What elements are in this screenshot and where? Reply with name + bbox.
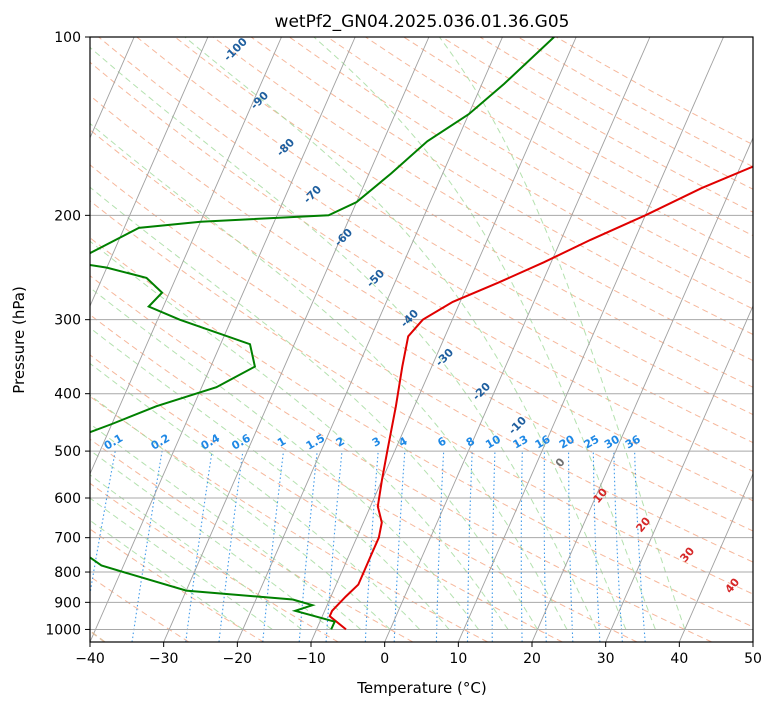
y-tick-label: 700 [54,531,81,547]
chart-title: wetPf2_GN04.2025.036.01.36.G05 [275,12,570,32]
x-tick-label: −30 [149,651,179,667]
x-tick-label: −10 [296,651,326,667]
x-tick-label: 20 [523,651,541,667]
y-tick-label: 100 [54,30,81,46]
y-tick-label: 1000 [45,622,81,638]
y-tick-label: 400 [54,387,81,403]
x-tick-label: −20 [223,651,253,667]
y-tick-label: 500 [54,444,81,460]
x-tick-label: −40 [75,651,105,667]
y-tick-label: 800 [54,565,81,581]
y-axis-label: Pressure (hPa) [10,286,28,394]
x-tick-label: 40 [670,651,688,667]
x-tick-label: 30 [597,651,615,667]
y-tick-label: 900 [54,595,81,611]
y-tick-label: 600 [54,491,81,507]
x-axis-label: Temperature (°C) [356,679,486,697]
x-tick-label: 0 [380,651,389,667]
y-tick-label: 200 [54,208,81,224]
y-tick-label: 300 [54,313,81,329]
x-tick-label: 10 [449,651,467,667]
x-tick-label: 50 [744,651,762,667]
